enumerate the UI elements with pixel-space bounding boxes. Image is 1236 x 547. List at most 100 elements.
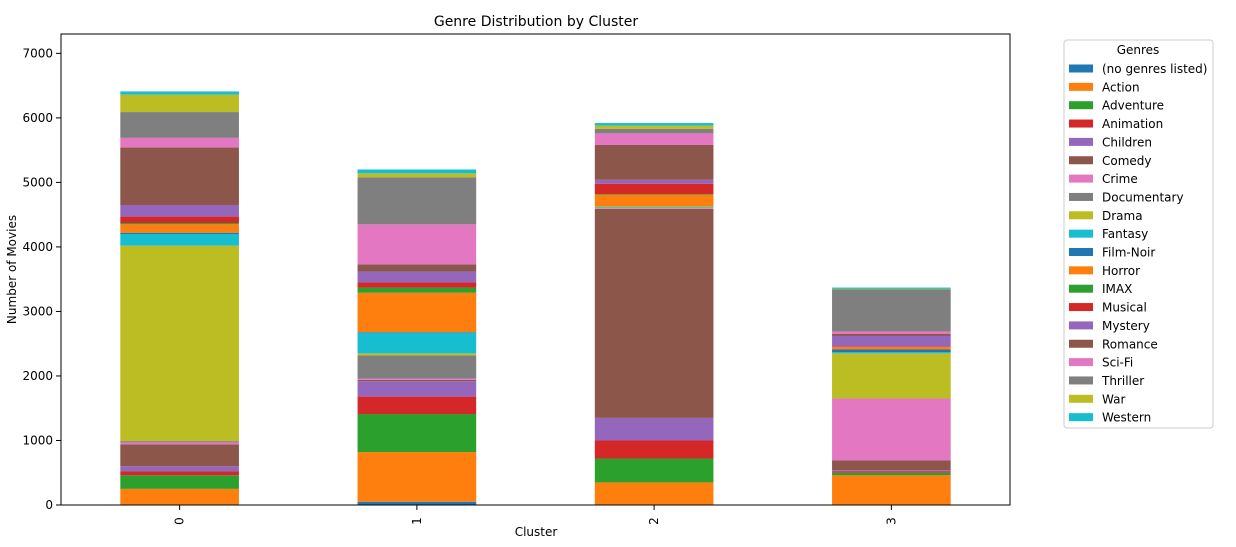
bar-segment — [832, 472, 951, 476]
bar-segment — [357, 381, 477, 397]
bar-segment — [832, 475, 951, 505]
bar-segment — [120, 442, 239, 445]
bar-segment — [357, 501, 477, 505]
bar-segment — [120, 232, 239, 235]
bar-segment — [832, 353, 951, 399]
bar-segment — [120, 466, 239, 472]
bar-segment — [832, 460, 951, 471]
legend-entry-label: Animation — [1102, 117, 1163, 131]
legend-entry-label: Documentary — [1102, 190, 1184, 204]
legend-title: Genres — [1117, 43, 1160, 57]
bar-segment — [594, 125, 714, 129]
bar-segment — [120, 444, 239, 467]
legend-swatch — [1069, 156, 1093, 165]
legend-swatch — [1069, 339, 1093, 348]
bar-segment — [357, 355, 477, 379]
bar-segment — [594, 194, 714, 207]
legend-swatch — [1069, 413, 1093, 422]
x-tick-label: 3 — [884, 517, 898, 525]
bars-group — [120, 91, 951, 505]
x-tick-label: 1 — [410, 517, 424, 525]
legend-swatch — [1069, 229, 1093, 238]
y-axis: 0 1000 2000 3000 4000 5000 6000 7000 — [22, 46, 61, 512]
legend-entry-label: Crime — [1102, 172, 1138, 186]
bar-segment — [594, 206, 714, 208]
bar-segment — [832, 349, 951, 353]
bar-segment — [357, 264, 477, 272]
bar-segment — [120, 204, 239, 217]
y-axis-label: Number of Movies — [5, 215, 19, 324]
bar-segment — [594, 179, 714, 184]
legend-entry-label: Horror — [1102, 264, 1140, 278]
bar-segment — [357, 332, 477, 333]
legend-entry-label: Sci-Fi — [1102, 356, 1133, 370]
bar-segment — [357, 379, 477, 382]
bar-segment — [832, 398, 951, 461]
bar-segment — [832, 287, 951, 289]
bar-segment — [357, 169, 477, 174]
bar-segment — [357, 452, 477, 502]
legend-entry-label: Comedy — [1102, 154, 1152, 168]
bar-segment — [357, 177, 477, 225]
legend-swatch — [1069, 192, 1093, 201]
legend-entry-label: Drama — [1102, 209, 1143, 223]
bar-segment — [832, 288, 951, 290]
y-tick-label: 0 — [45, 498, 53, 512]
bar-segment — [357, 353, 477, 356]
legend-entry-label: Musical — [1102, 301, 1147, 315]
legend-entry-label: Children — [1102, 135, 1152, 149]
legend-swatch — [1069, 211, 1093, 220]
legend-swatch — [1069, 303, 1093, 312]
bar-segment — [832, 335, 951, 347]
bar-segment — [594, 207, 714, 209]
bar-segment — [357, 287, 477, 293]
legend-items: (no genres listed) Action Adventure Animati… — [1069, 62, 1207, 425]
legend-entry-label: (no genres listed) — [1102, 62, 1207, 76]
legend-entry-label: Romance — [1102, 337, 1158, 351]
legend-entry-label: Action — [1102, 80, 1140, 94]
legend-swatch — [1069, 119, 1093, 128]
x-axis: 0 1 2 3 — [173, 505, 898, 525]
bar-segment — [357, 173, 477, 178]
bar-segment — [357, 414, 477, 453]
bar-segment — [357, 292, 477, 333]
bar-segment — [120, 441, 239, 443]
legend-swatch — [1069, 358, 1093, 367]
plot-frame — [60, 33, 1011, 506]
bar-segment — [832, 471, 951, 473]
bar-segment — [594, 440, 714, 459]
legend-swatch — [1069, 394, 1093, 403]
bar-segment — [120, 223, 239, 225]
legend-entry-label: Adventure — [1102, 99, 1164, 113]
bar-segment — [120, 488, 239, 505]
y-tick-label: 4000 — [22, 240, 53, 254]
legend-entry-label: War — [1102, 392, 1125, 406]
bar-segment — [120, 475, 239, 489]
bar-segment — [594, 128, 714, 134]
bar-segment — [594, 133, 714, 145]
bar-segment — [357, 378, 477, 380]
bar-segment — [357, 271, 477, 283]
legend-swatch — [1069, 101, 1093, 110]
legend-entry-label: Fantasy — [1102, 227, 1148, 241]
bar-segment — [594, 482, 714, 505]
chart-title: Genre Distribution by Cluster — [434, 14, 639, 30]
x-axis-label: Cluster — [515, 525, 558, 539]
bar-segment — [120, 216, 239, 224]
bar-segment — [594, 417, 714, 441]
bar-segment — [357, 224, 477, 265]
bar-segment — [594, 194, 714, 195]
bar-segment — [120, 147, 239, 205]
y-tick-label: 3000 — [22, 304, 53, 318]
bar-segment — [594, 208, 714, 418]
bar-segment — [120, 245, 239, 442]
legend-swatch — [1069, 64, 1093, 73]
legend: Genres (no genres listed) Action Adventure… — [1063, 39, 1214, 429]
bar-segment — [594, 123, 714, 126]
y-tick-label: 5000 — [22, 175, 53, 189]
legend-swatch — [1069, 284, 1093, 293]
y-tick-label: 1000 — [22, 433, 53, 447]
bar-segment — [832, 331, 951, 335]
legend-swatch — [1069, 321, 1093, 330]
